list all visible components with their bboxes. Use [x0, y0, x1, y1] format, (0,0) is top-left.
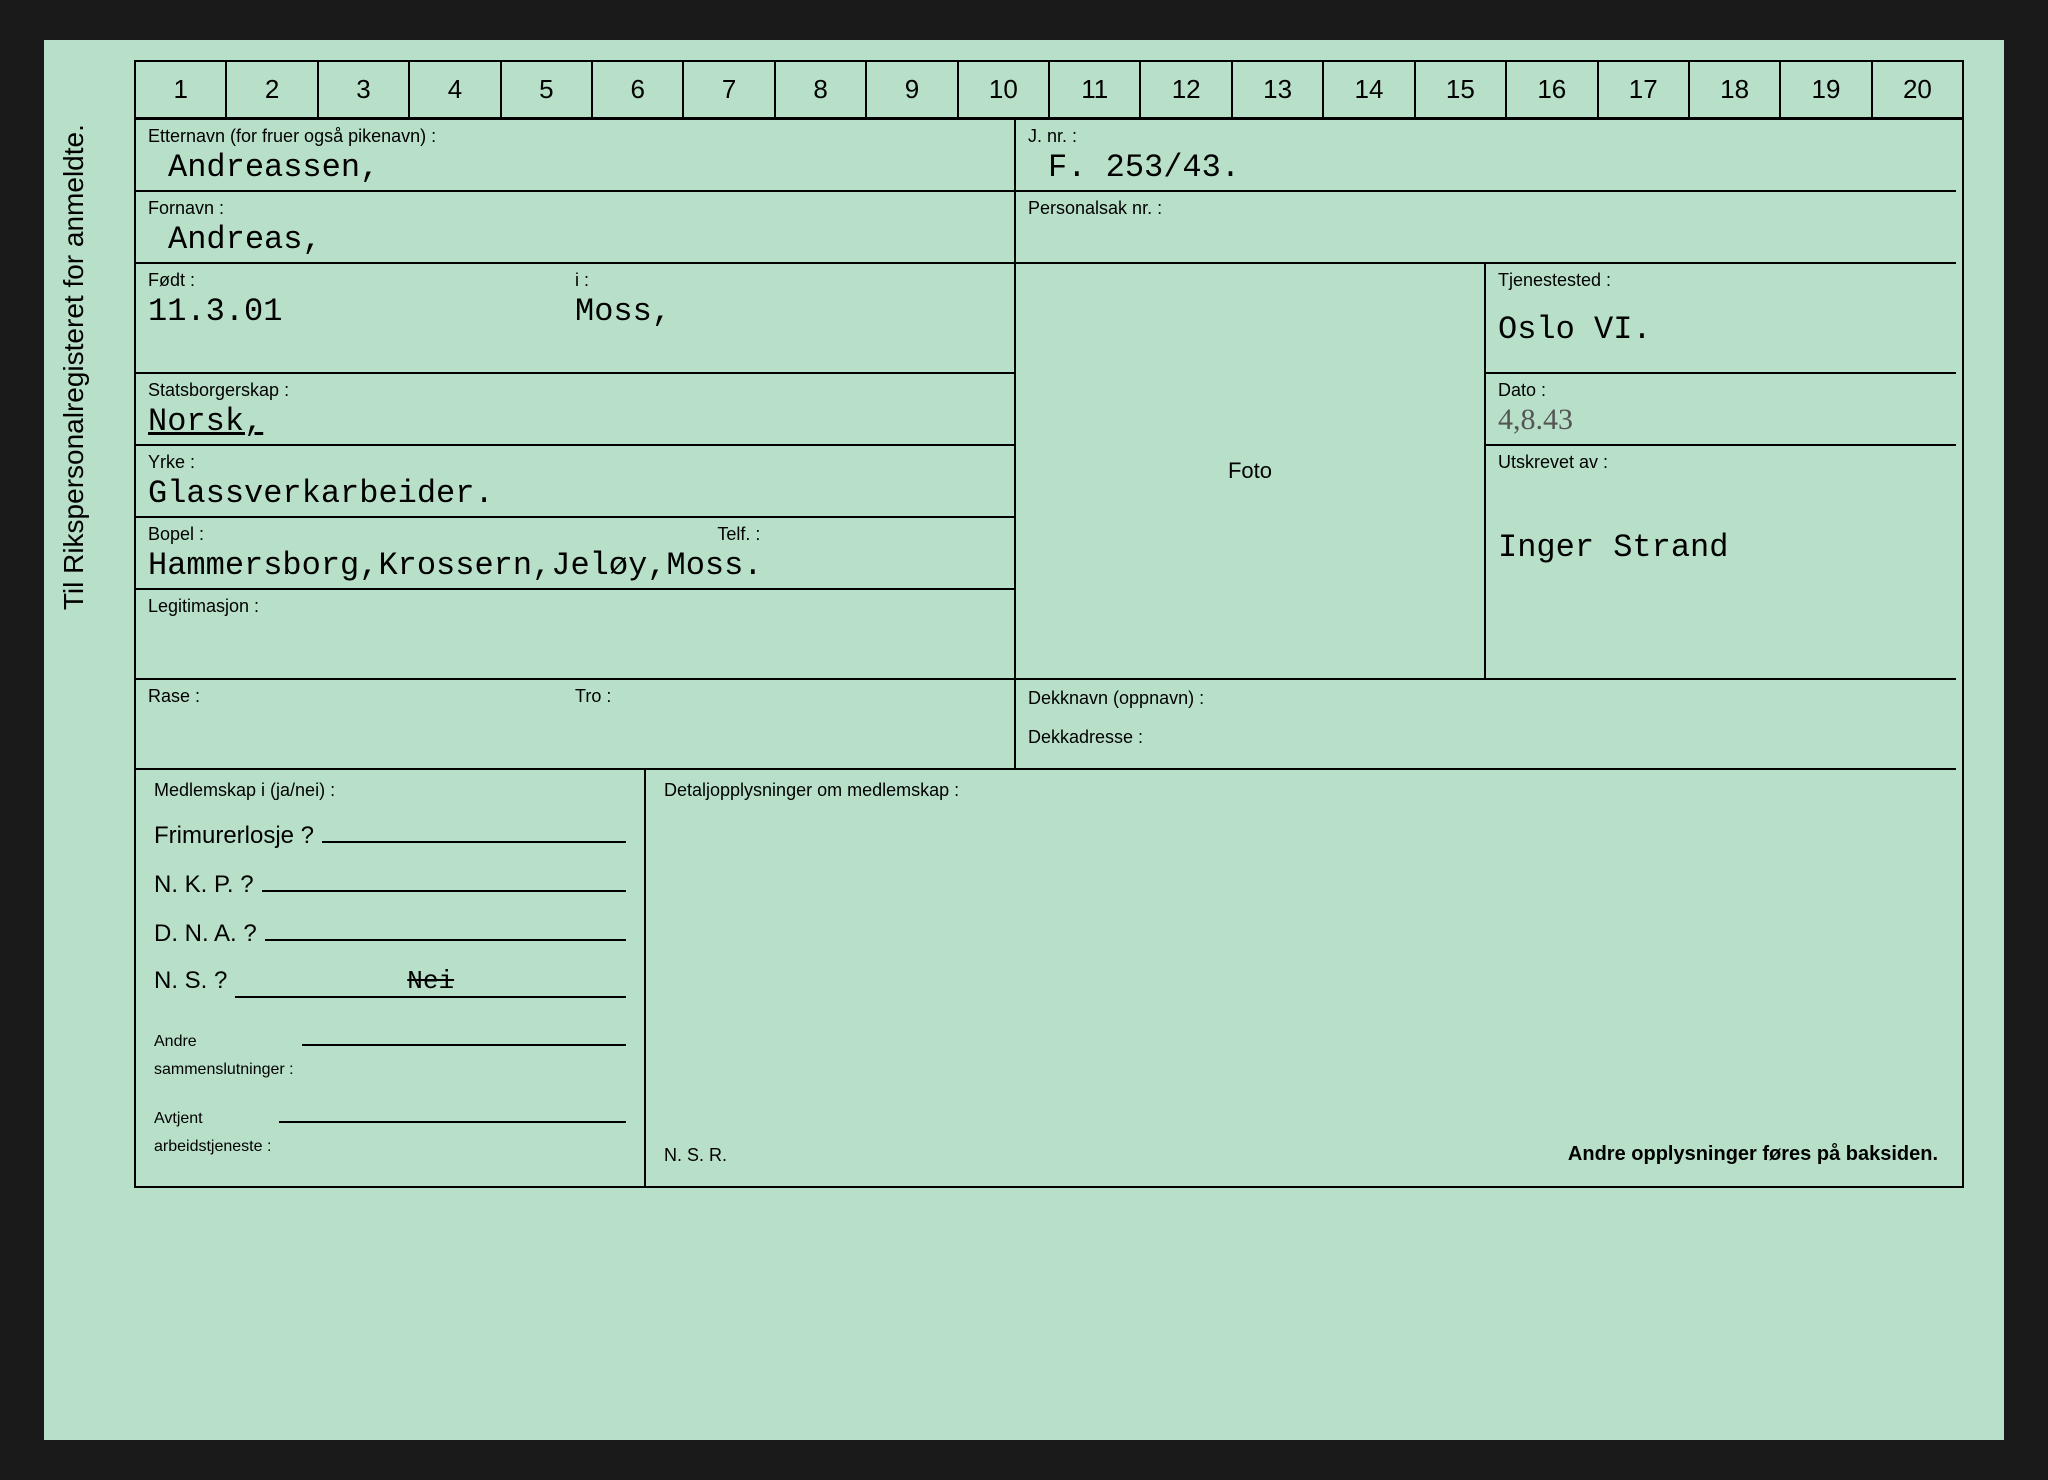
field-fodt: Født : 11.3.01 i : Moss,: [136, 264, 1016, 374]
membership-nkp: N. K. P. ?: [154, 868, 626, 899]
label-fodt-i: i :: [575, 270, 1002, 291]
label-bopel: Bopel :: [148, 524, 717, 545]
label-dna: D. N. A. ?: [154, 920, 257, 948]
field-dato: Dato : 4,8.43: [1486, 374, 1956, 446]
value-tjenestested: Oslo VI.: [1498, 311, 1652, 348]
label-avtjent2: arbeidstjeneste :: [154, 1138, 271, 1155]
form-grid: Etternavn (for fruer også pikenavn) : An…: [134, 120, 1964, 770]
label-etternavn: Etternavn (for fruer også pikenavn) :: [148, 126, 1002, 147]
ruler-cell: 14: [1324, 62, 1415, 117]
nsr-mark: N. S. R.: [664, 1145, 727, 1166]
ruler-cell: 8: [776, 62, 867, 117]
ruler-cell: 11: [1050, 62, 1141, 117]
label-avtjent1: Avtjent: [154, 1110, 203, 1127]
field-etternavn: Etternavn (for fruer også pikenavn) : An…: [136, 120, 1016, 192]
field-statsborgerskap: Statsborgerskap : Norsk,: [136, 374, 1016, 446]
ruler-cell: 3: [319, 62, 410, 117]
label-statsborgerskap: Statsborgerskap :: [148, 380, 1002, 401]
field-legitimasjon: Legitimasjon :: [136, 590, 1016, 680]
field-tjenestested: Tjenestested : Oslo VI.: [1486, 264, 1956, 374]
ruler-cell: 10: [959, 62, 1050, 117]
membership-ns: N. S. ? Nei: [154, 966, 626, 998]
ruler-cell: 20: [1873, 62, 1962, 117]
ruler-scale: 1 2 3 4 5 6 7 8 9 10 11 12 13 14 15 16 1…: [134, 60, 1964, 120]
field-personalsak: Personalsak nr. :: [1016, 192, 1956, 264]
field-fornavn: Fornavn : Andreas,: [136, 192, 1016, 264]
value-jnr: F. 253/43.: [1028, 149, 1240, 186]
label-fodt: Født :: [148, 270, 575, 291]
label-nkp: N. K. P. ?: [154, 871, 254, 899]
label-fornavn: Fornavn :: [148, 198, 1002, 219]
label-yrke: Yrke :: [148, 452, 1002, 473]
value-andre: [302, 1022, 626, 1046]
ruler-cell: 6: [593, 62, 684, 117]
field-yrke: Yrke : Glassverkarbeider.: [136, 446, 1016, 518]
label-dekknavn: Dekknavn (oppnavn) :: [1028, 688, 1944, 709]
label-personalsak: Personalsak nr. :: [1028, 198, 1944, 219]
label-tro: Tro :: [575, 686, 1002, 707]
registration-card: Til Rikspersonalregisteret for anmeldte.…: [44, 40, 2004, 1440]
value-personalsak: [1028, 221, 1048, 258]
label-rase: Rase :: [148, 686, 575, 707]
value-ns: Nei: [235, 966, 626, 998]
ruler-cell: 18: [1690, 62, 1781, 117]
value-frimurer: [322, 819, 626, 843]
membership-frimurer: Frimurerlosje ?: [154, 819, 626, 850]
label-ns: N. S. ?: [154, 967, 227, 995]
label-frimurer: Frimurerlosje ?: [154, 822, 314, 850]
ruler-cell: 19: [1781, 62, 1872, 117]
value-dato: 4,8.43: [1498, 403, 1573, 436]
label-legitimasjon: Legitimasjon :: [148, 596, 1002, 617]
ruler-cell: 12: [1141, 62, 1232, 117]
label-andre2: sammenslutninger :: [154, 1061, 294, 1078]
bottom-note: Andre opplysninger føres på baksiden.: [1568, 1143, 1938, 1166]
label-utskrevet: Utskrevet av :: [1498, 452, 1944, 473]
value-nkp: [262, 868, 626, 892]
field-rase-tro: Rase : Tro :: [136, 680, 1016, 770]
membership-box: Medlemskap i (ja/nei) : Frimurerlosje ? …: [136, 770, 646, 1186]
field-utskrevet: Utskrevet av : Inger Strand: [1486, 446, 1956, 680]
ruler-cell: 5: [502, 62, 593, 117]
value-utskrevet: Inger Strand: [1498, 529, 1728, 566]
ruler-cell: 4: [410, 62, 501, 117]
label-dekkadresse: Dekkadresse :: [1028, 727, 1944, 748]
field-dekk: Dekknavn (oppnavn) : Dekkadresse :: [1016, 680, 1956, 770]
value-avtjent: [279, 1099, 626, 1123]
value-fornavn: Andreas,: [148, 221, 322, 258]
label-tjenestested: Tjenestested :: [1498, 270, 1944, 291]
label-jnr: J. nr. :: [1028, 126, 1944, 147]
value-fodt-i: Moss,: [575, 293, 671, 330]
membership-avtjent: Avtjent arbeidstjeneste :: [154, 1099, 626, 1158]
vertical-title: Til Rikspersonalregisteret for anmeldte.: [58, 124, 90, 610]
foto-label: Foto: [1228, 458, 1272, 484]
label-telf: Telf. :: [717, 524, 1002, 545]
ruler-cell: 16: [1507, 62, 1598, 117]
value-statsborgerskap: Norsk,: [148, 403, 263, 440]
foto-box: Foto: [1016, 264, 1486, 680]
bottom-section: Medlemskap i (ja/nei) : Frimurerlosje ? …: [134, 770, 1964, 1188]
membership-dna: D. N. A. ?: [154, 917, 626, 948]
ruler-cell: 15: [1416, 62, 1507, 117]
field-bopel: Bopel : Telf. : Hammersborg,Krossern,Jel…: [136, 518, 1016, 590]
membership-title: Medlemskap i (ja/nei) :: [154, 780, 626, 801]
ruler-cell: 1: [136, 62, 227, 117]
value-fodt: 11.3.01: [148, 293, 282, 330]
value-yrke: Glassverkarbeider.: [148, 475, 494, 512]
ruler-cell: 7: [684, 62, 775, 117]
membership-andre: Andre sammenslutninger :: [154, 1022, 626, 1081]
details-title: Detaljopplysninger om medlemskap :: [664, 780, 1938, 801]
ruler-cell: 9: [867, 62, 958, 117]
ruler-cell: 17: [1599, 62, 1690, 117]
field-jnr: J. nr. : F. 253/43.: [1016, 120, 1956, 192]
value-bopel: Hammersborg,Krossern,Jeløy,Moss.: [148, 547, 763, 584]
value-legitimasjon: [148, 619, 168, 656]
details-box: Detaljopplysninger om medlemskap : N. S.…: [646, 770, 1956, 1186]
label-andre1: Andre: [154, 1033, 197, 1050]
value-etternavn: Andreassen,: [148, 149, 379, 186]
ruler-cell: 13: [1233, 62, 1324, 117]
value-dna: [265, 917, 626, 941]
label-dato: Dato :: [1498, 380, 1944, 401]
ruler-cell: 2: [227, 62, 318, 117]
